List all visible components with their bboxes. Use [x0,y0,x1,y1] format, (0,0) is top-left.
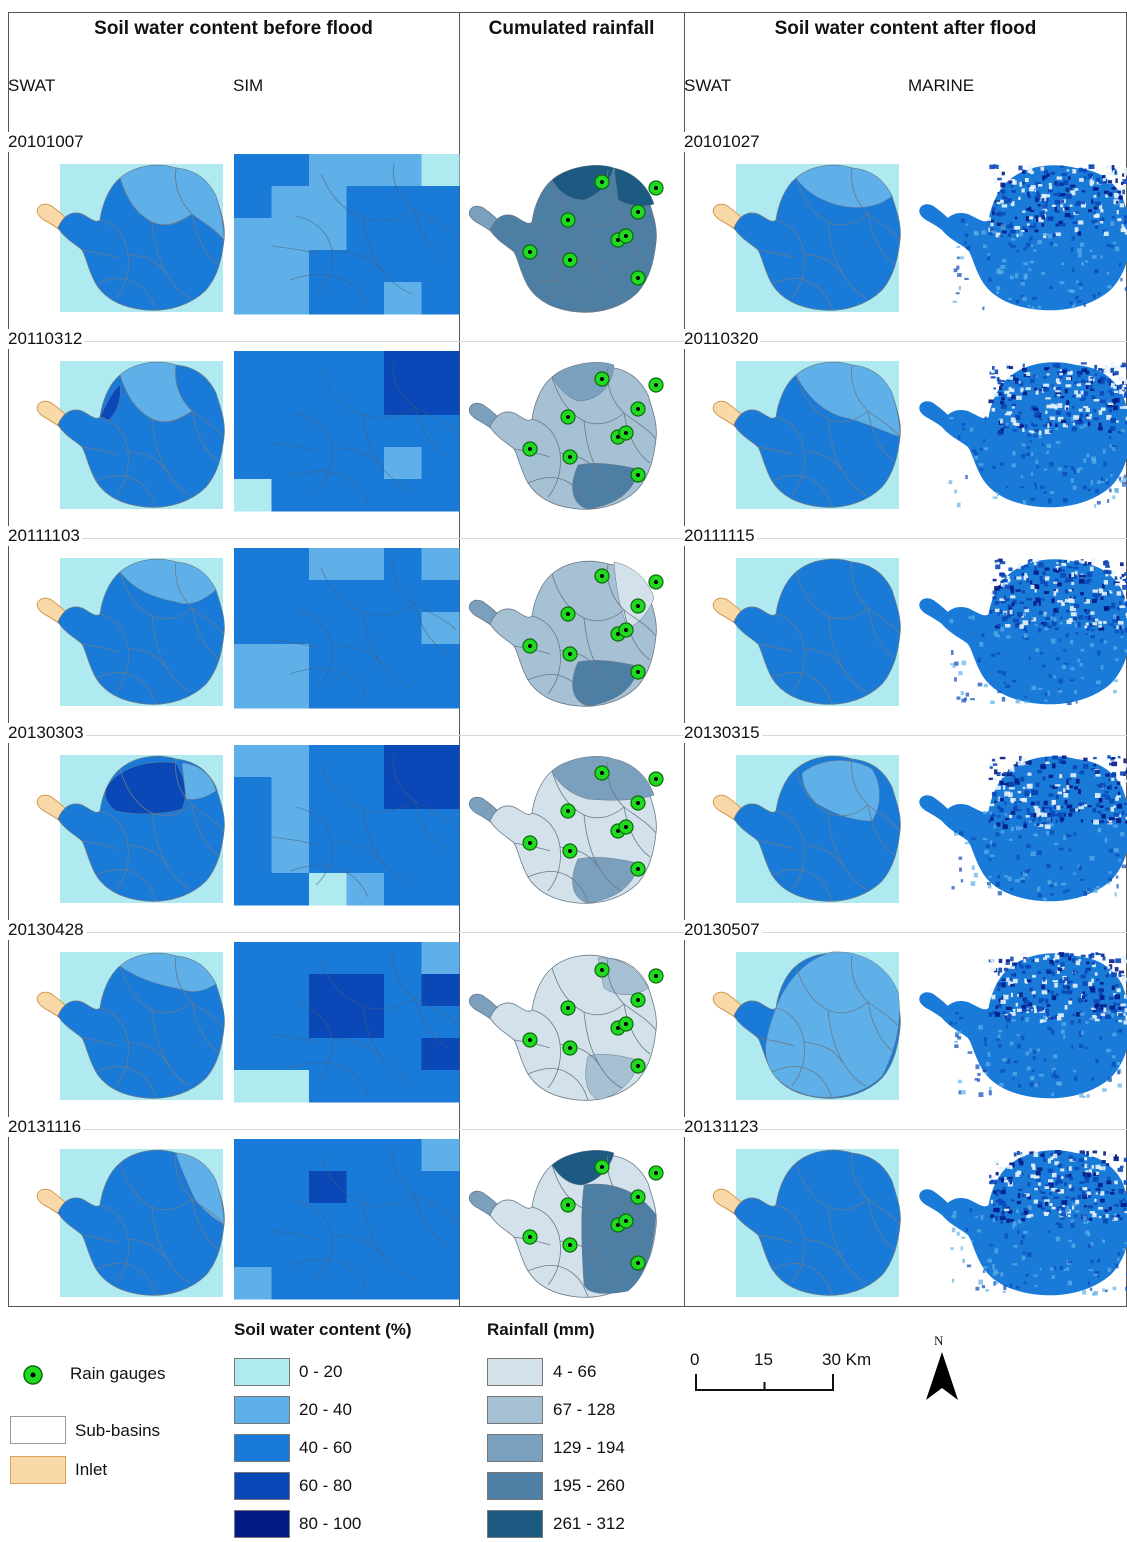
rain-swatch [487,1396,543,1424]
divider-rain-after [684,12,685,1307]
rain-class-label: 261 - 312 [553,1514,625,1533]
legend-soil-title: Soil water content (%) [234,1320,412,1339]
subheader-marine: MARINE [908,76,975,95]
map-row [8,942,1127,1108]
legend-rain-gauges: Rain gauges [70,1364,166,1383]
date-after: 20110320 [684,329,761,349]
legend-sub-basins: Sub-basins [75,1421,161,1440]
date-after: 20111115 [684,526,757,546]
north-label: N [934,1333,944,1348]
row-separator [8,932,1127,933]
scale-label-0: 0 [690,1350,700,1369]
rain-swatch [487,1472,543,1500]
rain-swatch [487,1358,543,1386]
legend-inlet: Inlet [75,1460,108,1479]
date-after: 20130315 [684,723,762,743]
row-separator [8,1129,1127,1130]
date-before: 20101007 [8,132,86,152]
legend-rain-title: Rainfall (mm) [487,1320,595,1339]
row-separator [8,735,1127,736]
rain-gauge-symbol [23,1365,43,1385]
header-after: Soil water content after flood [774,18,1037,39]
date-before: 20131116 [8,1117,84,1137]
subbasin-swatch [10,1416,66,1444]
rain-swatch [487,1434,543,1462]
soil-swatch [234,1510,290,1538]
row-separator [8,341,1127,342]
map-row [8,1139,1127,1305]
soil-swatch [234,1434,290,1462]
date-after: 20130507 [684,920,762,940]
subheader-swat-after: SWAT [684,76,732,95]
soil-class-label: 40 - 60 [299,1438,352,1457]
date-before: 20130428 [8,920,86,940]
date-before: 20110312 [8,329,85,349]
rain-class-label: 4 - 66 [553,1362,597,1381]
north-arrow-icon [926,1352,958,1400]
date-after: 20101027 [684,132,762,152]
scale-bar [695,1374,834,1391]
map-row [8,351,1127,517]
rain-class-label: 195 - 260 [553,1476,625,1495]
date-after: 20131123 [684,1117,761,1137]
inlet-swatch [10,1456,66,1484]
header-rain: Cumulated rainfall [488,18,655,39]
soil-swatch [234,1396,290,1424]
map-row [8,745,1127,911]
scale-label-30: 30 Km [822,1350,872,1369]
subheader-sim: SIM [233,76,264,95]
soil-swatch [234,1358,290,1386]
row-separator [8,538,1127,539]
rain-class-label: 129 - 194 [553,1438,625,1457]
soil-swatch [234,1472,290,1500]
map-row [8,548,1127,714]
date-before: 20130303 [8,723,86,743]
header-before: Soil water content before flood [94,18,373,39]
soil-class-label: 60 - 80 [299,1476,352,1495]
soil-class-label: 0 - 20 [299,1362,343,1381]
date-before: 20111103 [8,526,82,546]
map-row [8,154,1127,320]
soil-class-label: 80 - 100 [299,1514,362,1533]
rain-class-label: 67 - 128 [553,1400,616,1419]
soil-class-label: 20 - 40 [299,1400,352,1419]
scale-label-15: 15 [754,1350,773,1369]
rain-swatch [487,1510,543,1538]
subheader-swat-before: SWAT [8,76,56,95]
